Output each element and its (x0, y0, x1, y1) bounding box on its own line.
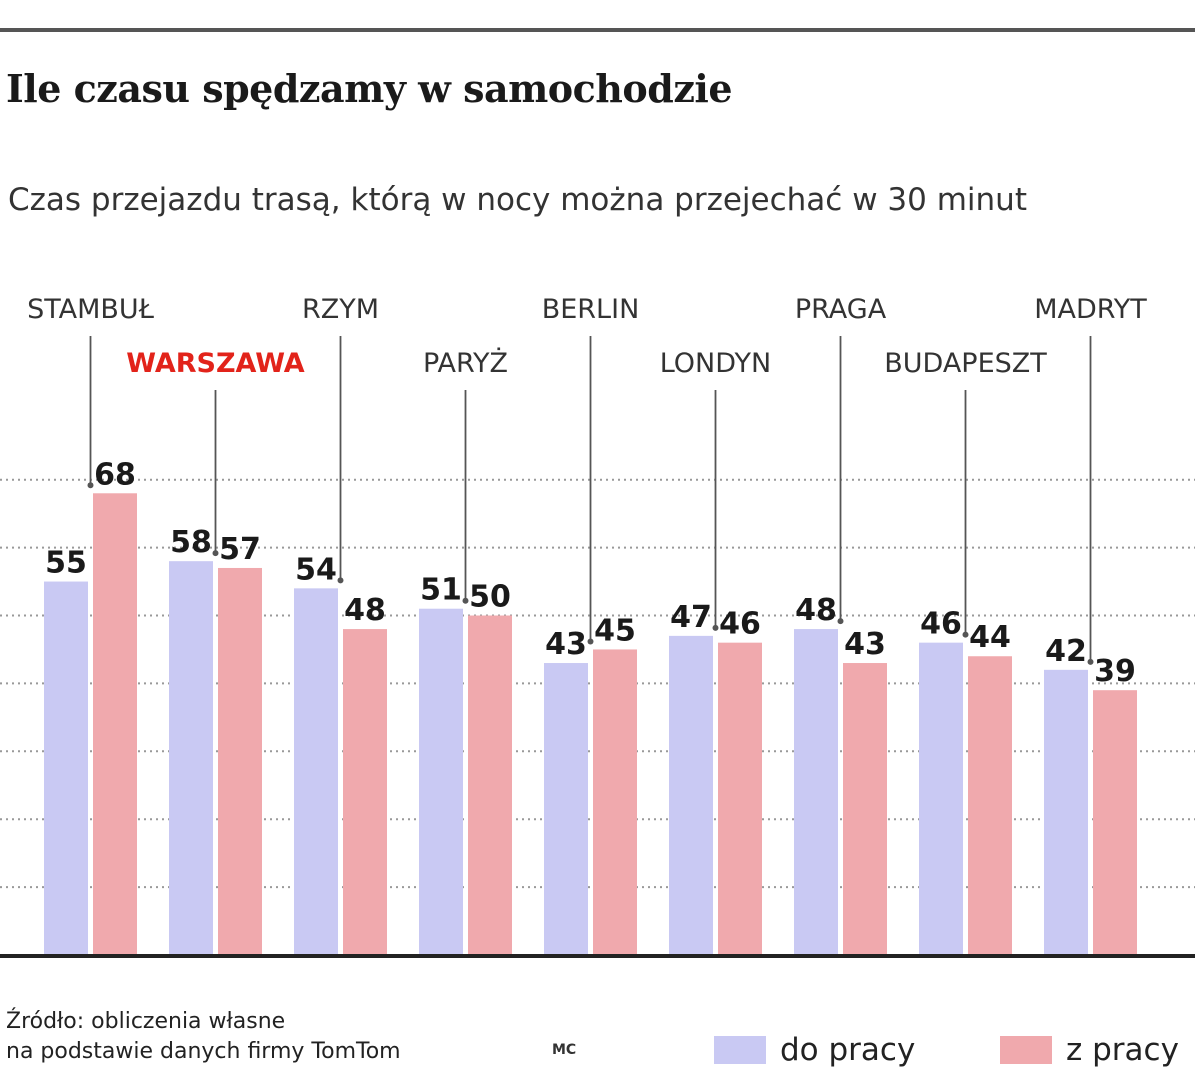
bar-do-pracy-2 (294, 588, 338, 955)
category-label-4: BERLIN (542, 294, 640, 325)
category-label-7: BUDAPESZT (884, 348, 1047, 379)
author-initials: MC (552, 1042, 577, 1058)
leader-dot-6 (837, 618, 844, 625)
value-label-z-pracy-2: 48 (344, 593, 386, 628)
value-label-do-pracy-8: 42 (1045, 634, 1087, 669)
legend-swatch-do-pracy (714, 1036, 766, 1064)
bar-z-pracy-0 (93, 493, 137, 955)
legend-item-do-pracy: do pracy (714, 1028, 915, 1072)
bar-z-pracy-6 (843, 663, 887, 955)
bar-z-pracy-7 (968, 656, 1012, 955)
category-label-6: PRAGA (795, 294, 887, 325)
value-label-do-pracy-2: 54 (295, 552, 337, 587)
value-label-z-pracy-3: 50 (469, 580, 511, 615)
bar-z-pracy-3 (468, 615, 512, 955)
value-label-z-pracy-7: 44 (969, 620, 1011, 655)
bar-do-pracy-8 (1044, 669, 1088, 955)
value-label-z-pracy-0: 68 (94, 457, 136, 492)
leader-dot-3 (462, 597, 469, 604)
value-label-z-pracy-4: 45 (594, 613, 636, 648)
chart-title: Ile czasu spędzamy w samochodzie (6, 66, 733, 111)
value-label-do-pracy-4: 43 (545, 627, 587, 662)
leader-dot-1 (212, 550, 219, 557)
legend-swatch-z-pracy (1000, 1036, 1052, 1064)
category-label-2: RZYM (302, 294, 379, 325)
value-label-do-pracy-7: 46 (920, 607, 962, 642)
bar-do-pracy-5 (669, 635, 713, 955)
category-label-8: MADRYT (1034, 294, 1147, 325)
bar-do-pracy-0 (44, 581, 88, 955)
source-line-1: Źródło: obliczenia własne (6, 1009, 286, 1034)
value-label-do-pracy-0: 55 (45, 546, 87, 581)
value-label-do-pracy-5: 47 (670, 600, 712, 635)
source-note: Źródło: obliczenia własne na podstawie d… (6, 1007, 401, 1067)
bar-do-pracy-7 (919, 642, 963, 955)
value-label-z-pracy-8: 39 (1094, 654, 1136, 689)
category-label-3: PARYŻ (423, 347, 508, 379)
legend-label-do-pracy: do pracy (780, 1032, 916, 1068)
source-line-2: na podstawie danych firmy TomTom (6, 1039, 401, 1064)
bar-z-pracy-2 (343, 629, 387, 955)
category-label-0: STAMBUŁ (27, 294, 155, 325)
bar-z-pracy-5 (718, 642, 762, 955)
legend-item-z-pracy: z pracy (1000, 1028, 1179, 1072)
value-label-do-pracy-6: 48 (795, 593, 837, 628)
bar-z-pracy-8 (1093, 690, 1137, 955)
bar-z-pracy-1 (218, 567, 262, 955)
bar-do-pracy-3 (419, 608, 463, 955)
leader-dot-5 (712, 624, 719, 631)
leader-dot-7 (962, 631, 969, 638)
bar-do-pracy-6 (794, 629, 838, 955)
leader-dot-2 (337, 577, 344, 584)
value-label-do-pracy-3: 51 (420, 573, 462, 608)
value-label-z-pracy-1: 57 (219, 532, 261, 567)
value-label-z-pracy-5: 46 (719, 607, 761, 642)
bar-z-pracy-4 (593, 649, 637, 955)
category-label-1: WARSZAWA (126, 348, 305, 379)
bar-do-pracy-1 (169, 561, 213, 955)
value-label-do-pracy-1: 58 (170, 525, 212, 560)
value-label-z-pracy-6: 43 (844, 627, 886, 662)
leader-dot-4 (587, 638, 594, 645)
chart-subtitle: Czas przejazdu trasą, którą w nocy można… (8, 182, 1027, 218)
bar-do-pracy-4 (544, 663, 588, 955)
leader-dot-8 (1087, 658, 1094, 665)
top-rule (0, 28, 1195, 32)
legend-label-z-pracy: z pracy (1066, 1032, 1179, 1068)
leader-dot-0 (87, 482, 94, 489)
category-label-5: LONDYN (660, 348, 772, 379)
